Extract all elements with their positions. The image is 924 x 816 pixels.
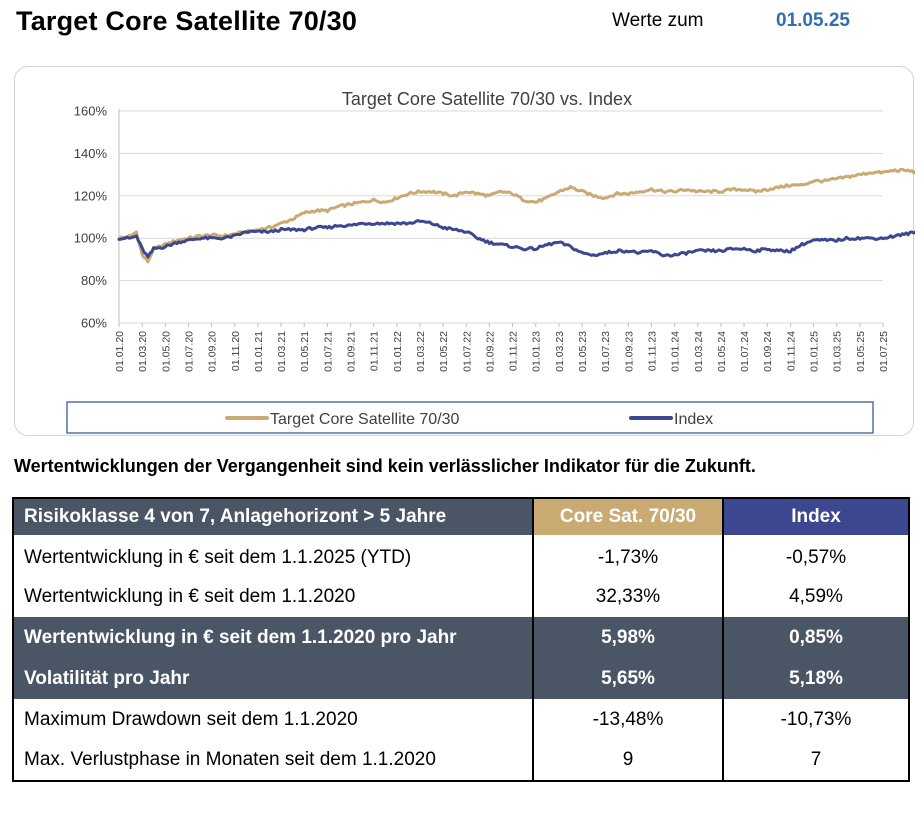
chart-title: Target Core Satellite 70/30 vs. Index xyxy=(342,89,632,109)
y-tick-label: 160% xyxy=(74,104,108,119)
x-tick-label: 01.09.21 xyxy=(346,331,358,372)
y-tick-label: 60% xyxy=(81,316,107,331)
y-tick-label: 80% xyxy=(81,273,107,288)
core-value: 5,65% xyxy=(532,658,723,699)
row-label: Wertentwicklung in € seit dem 1.1.2020 xyxy=(24,585,356,607)
x-tick-label: 01.07.21 xyxy=(322,331,334,372)
core-value: -13,48% xyxy=(532,699,723,740)
index-column-header: Index xyxy=(722,498,909,535)
row-label: Max. Verlustphase in Monaten seit dem 1.… xyxy=(24,749,436,770)
x-tick-label: 01.11.24 xyxy=(785,331,797,371)
date-value: 01.05.25 xyxy=(776,10,850,31)
x-tick-label: 01.09.24 xyxy=(762,331,774,372)
x-tick-label: 01.09.20 xyxy=(207,331,219,372)
disclaimer: Wertentwicklungen der Vergangenheit sind… xyxy=(14,456,756,476)
x-tick-label: 01.07.25 xyxy=(878,331,890,372)
index-value: 7 xyxy=(722,740,909,781)
legend-box xyxy=(66,401,874,434)
x-tick-label: 01.05.25 xyxy=(855,331,867,372)
row-label: Wertentwicklung in € seit dem 1.1.2025 (… xyxy=(24,546,412,568)
table-row: Wertentwicklung in € seit dem 1.1.2025 (… xyxy=(13,535,909,576)
x-tick-label: 01.03.22 xyxy=(415,331,427,372)
x-tick-label: 01.01.20 xyxy=(114,331,126,372)
legend-label: Index xyxy=(674,411,713,428)
core-value: 5,98% xyxy=(532,617,723,658)
x-tick-label: 01.07.20 xyxy=(183,331,195,372)
x-tick-label: 01.01.22 xyxy=(392,331,404,372)
y-tick-label: 120% xyxy=(74,188,108,203)
y-tick-label: 100% xyxy=(74,231,108,246)
x-tick-label: 01.09.22 xyxy=(484,331,496,372)
x-tick-label: 01.11.22 xyxy=(508,331,520,371)
table-row: Wertentwicklung in € seit dem 1.1.2020 3… xyxy=(13,576,909,617)
index-value: 0,85% xyxy=(722,617,909,658)
index-value: 5,18% xyxy=(722,658,909,699)
x-tick-label: 01.09.23 xyxy=(623,331,635,372)
table-row-highlight: Volatilität pro Jahr 5,65% 5,18% xyxy=(13,658,909,699)
x-tick-label: 01.07.24 xyxy=(739,331,751,372)
legend-label: Target Core Satellite 70/30 xyxy=(270,411,460,428)
index-value: -0,57% xyxy=(722,535,909,576)
x-tick-label: 01.03.25 xyxy=(832,331,844,372)
table-header-row: Risikoklasse 4 von 7, Anlagehorizont > 5… xyxy=(13,498,909,535)
x-tick-label: 01.05.24 xyxy=(716,331,728,372)
x-tick-label: 01.11.23 xyxy=(646,331,658,371)
risk-class-header: Risikoklasse 4 von 7, Anlagehorizont > 5… xyxy=(13,498,533,535)
x-tick-label: 01.01.23 xyxy=(531,331,543,372)
performance-chart: Target Core Satellite 70/30 vs. Index 60%… xyxy=(66,89,915,434)
x-tick-label: 01.03.24 xyxy=(693,331,705,372)
index-value: 4,59% xyxy=(722,576,909,617)
series-line-index xyxy=(117,219,915,259)
page-title: Target Core Satellite 70/30 xyxy=(16,6,358,36)
x-tick-label: 01.11.20 xyxy=(230,331,242,371)
x-tick-label: 01.01.24 xyxy=(670,331,682,372)
performance-table: Risikoklasse 4 von 7, Anlagehorizont > 5… xyxy=(12,497,910,782)
x-tick-label: 01.01.25 xyxy=(809,331,821,372)
x-tick-label: 01.11.21 xyxy=(369,331,381,371)
x-tick-label: 01.05.23 xyxy=(577,331,589,372)
core-value: 32,33% xyxy=(532,576,723,617)
table-row: Max. Verlustphase in Monaten seit dem 1.… xyxy=(13,740,909,781)
y-tick-label: 140% xyxy=(74,146,108,161)
core-value: -1,73% xyxy=(532,535,723,576)
x-tick-label: 01.03.20 xyxy=(137,331,149,372)
core-column-header: Core Sat. 70/30 xyxy=(532,498,723,535)
chart-frame: Target Core Satellite 70/30 vs. Index 60%… xyxy=(14,66,915,436)
series-line-core xyxy=(117,167,915,264)
row-label: Volatilität pro Jahr xyxy=(13,658,533,699)
table-row-highlight: Wertentwicklung in € seit dem 1.1.2020 p… xyxy=(13,617,909,658)
core-value: 9 xyxy=(532,740,723,781)
x-tick-label: 01.05.20 xyxy=(160,331,172,372)
x-tick-label: 01.07.23 xyxy=(600,331,612,372)
index-value: -10,73% xyxy=(722,699,909,740)
x-tick-label: 01.03.21 xyxy=(276,331,288,372)
row-label: Wertentwicklung in € seit dem 1.1.2020 p… xyxy=(13,617,533,658)
x-tick-label: 01.01.21 xyxy=(253,331,265,372)
x-tick-label: 01.05.21 xyxy=(299,331,311,372)
x-tick-label: 01.07.22 xyxy=(461,331,473,372)
table-row: Maximum Drawdown seit dem 1.1.2020 -13,4… xyxy=(13,699,909,740)
row-label: Maximum Drawdown seit dem 1.1.2020 xyxy=(24,708,358,730)
date-label: Werte zum xyxy=(612,10,704,31)
x-tick-label: 01.05.22 xyxy=(438,331,450,372)
x-tick-label: 01.03.23 xyxy=(554,331,566,372)
